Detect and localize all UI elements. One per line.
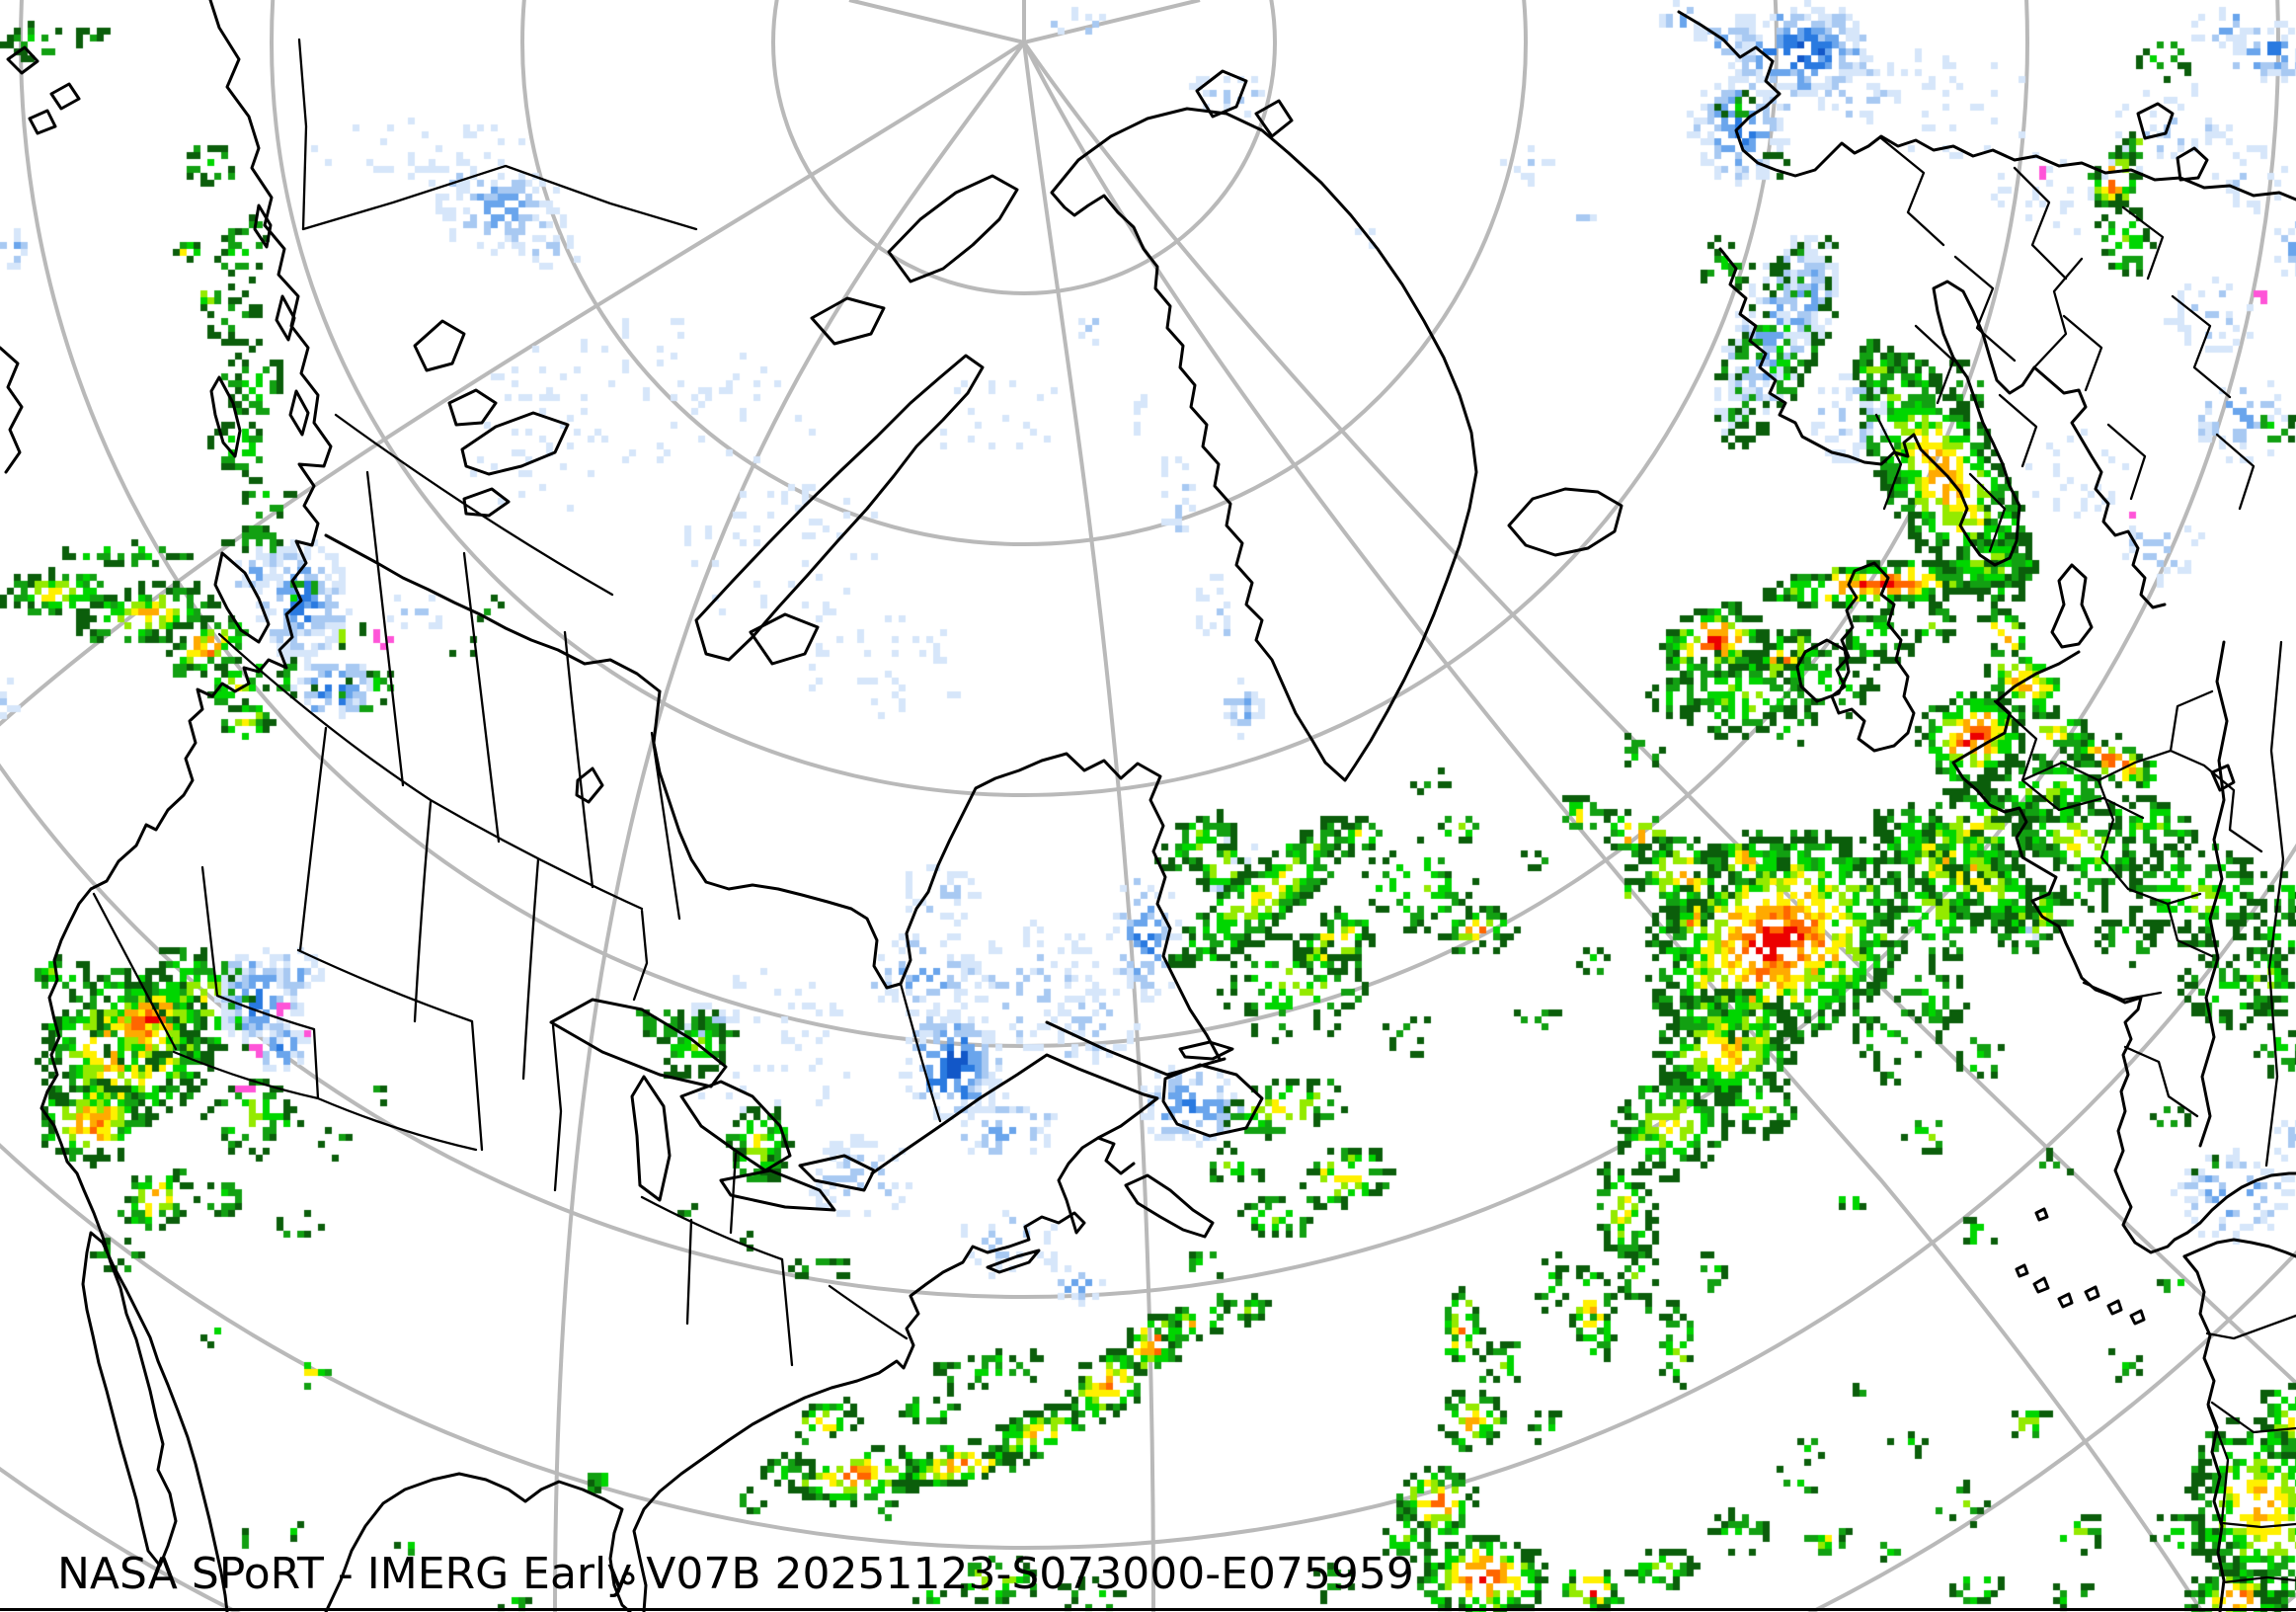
coastline-europe [1718, 247, 2296, 1254]
coastline-hudson-bay-arctic [324, 174, 1222, 1061]
border-lines-north-america [92, 38, 942, 1367]
border-lines-africa [2205, 1314, 2296, 1584]
product-label: NASA SPoRT - IMERG Early V07B 20251123-S… [57, 1549, 1414, 1599]
coastline-north-america [0, 0, 1264, 1612]
coastline-africa [2015, 1207, 2296, 1612]
coastline-greenland [1050, 69, 1478, 782]
border-lines-eurasia [1874, 136, 2285, 1168]
coastline-russia-arctic [1677, 10, 2296, 202]
coastline-great-lakes [549, 998, 876, 1212]
coastline-iceland [1507, 487, 1623, 557]
